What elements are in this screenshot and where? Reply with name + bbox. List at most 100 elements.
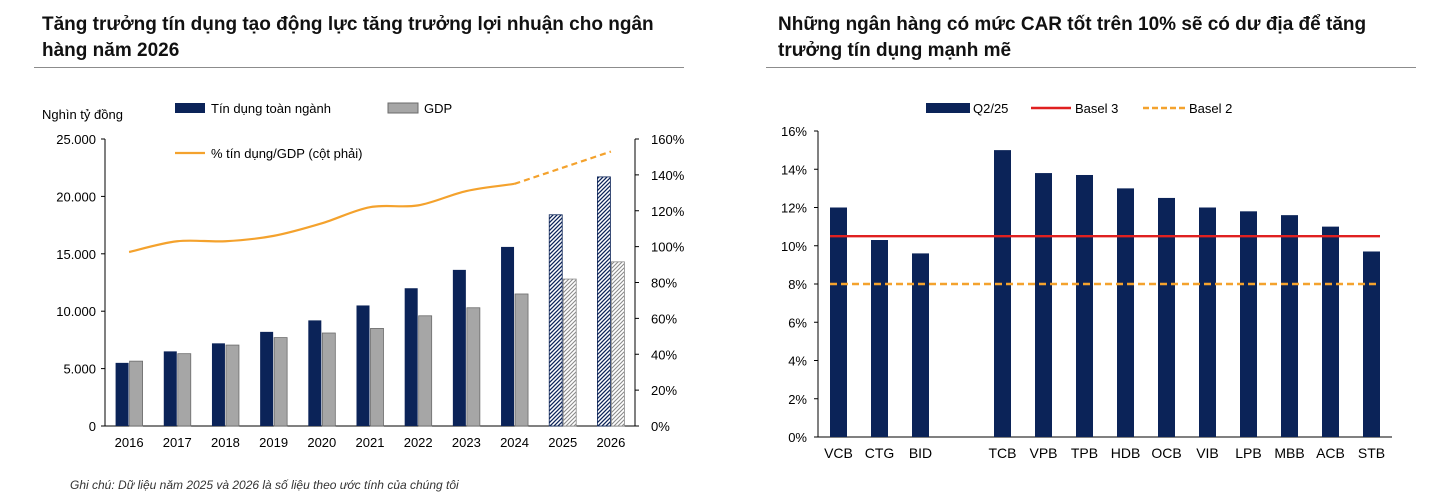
y-tick-label: 10% xyxy=(781,239,807,254)
credit-bar xyxy=(260,331,274,426)
y-tick-label: 5.000 xyxy=(63,362,96,377)
y2-tick-label: 20% xyxy=(651,383,677,398)
car-bar xyxy=(1158,197,1175,437)
x-tick-label: VIB xyxy=(1196,445,1219,461)
gdp-bar xyxy=(177,353,192,427)
legend-gdp-swatch xyxy=(387,102,419,114)
credit-bar xyxy=(308,320,322,426)
credit-bar xyxy=(548,214,563,427)
gdp-bar xyxy=(370,328,384,427)
car-bar xyxy=(1035,173,1052,437)
x-tick-label: HDB xyxy=(1111,445,1141,461)
y-tick-label: 15.000 xyxy=(56,247,96,262)
x-tick-label: 2019 xyxy=(259,435,288,450)
credit-bar xyxy=(163,351,177,426)
x-tick-label: 2021 xyxy=(356,435,385,450)
credit-bar xyxy=(211,343,225,426)
legend-q2-label: Q2/25 xyxy=(973,101,1008,116)
car-bar xyxy=(1076,174,1093,438)
car-bar xyxy=(1117,188,1134,437)
legend-basel2-label: Basel 2 xyxy=(1189,101,1232,116)
y-tick-label: 4% xyxy=(788,354,807,369)
left-title-rule xyxy=(34,67,684,68)
right-title-rule xyxy=(766,67,1416,68)
x-tick-label: BID xyxy=(909,445,932,461)
car-bar xyxy=(830,207,847,437)
y2-tick-label: 80% xyxy=(651,276,677,291)
x-tick-label: MBB xyxy=(1274,445,1304,461)
credit-bar xyxy=(597,176,611,427)
y-tick-label: 0% xyxy=(788,430,807,445)
legend-credit-swatch xyxy=(175,103,205,113)
gdp-bar xyxy=(514,293,529,427)
x-tick-label: 2024 xyxy=(500,435,529,450)
gdp-bar xyxy=(225,344,240,427)
legend-basel3-label: Basel 3 xyxy=(1075,101,1118,116)
legend-credit-label: Tín dụng toàn ngành xyxy=(211,101,331,116)
gdp-bar xyxy=(466,307,481,427)
y2-tick-label: 120% xyxy=(651,204,685,219)
gdp-bar xyxy=(273,337,288,427)
legend-q2-swatch xyxy=(926,103,970,113)
x-tick-label: LPB xyxy=(1235,445,1261,461)
y-tick-label: 0 xyxy=(89,419,96,434)
x-tick-label: VPB xyxy=(1029,445,1057,461)
y2-tick-label: 140% xyxy=(651,168,685,183)
credit-bar xyxy=(356,305,370,426)
x-tick-label: 2017 xyxy=(163,435,192,450)
car-bar xyxy=(871,240,888,437)
x-tick-label: 2020 xyxy=(307,435,336,450)
y-tick-label: 8% xyxy=(788,277,807,292)
ratio-line-estimate xyxy=(514,150,612,185)
car-bar xyxy=(1363,251,1380,437)
credit-bar xyxy=(452,269,466,426)
y2-tick-label: 100% xyxy=(651,240,685,255)
gdp-bar xyxy=(611,261,625,427)
car-bar xyxy=(1240,211,1257,437)
gdp-bar xyxy=(129,360,143,427)
left-chart-title: Tăng trưởng tín dụng tạo động lực tăng t… xyxy=(42,14,654,61)
y-tick-label: 2% xyxy=(788,392,807,407)
gdp-bar xyxy=(562,278,577,427)
x-tick-label: 2018 xyxy=(211,435,240,450)
y-tick-label: 6% xyxy=(788,315,807,330)
x-tick-label: 2023 xyxy=(452,435,481,450)
x-tick-label: 2022 xyxy=(404,435,433,450)
y2-tick-label: 60% xyxy=(651,311,677,326)
car-bar xyxy=(994,150,1011,437)
y-tick-label: 10.000 xyxy=(56,304,96,319)
x-tick-label: TCB xyxy=(989,445,1017,461)
credit-bar xyxy=(404,288,418,426)
x-tick-label: ACB xyxy=(1316,445,1345,461)
x-tick-label: 2016 xyxy=(115,435,144,450)
y-tick-label: 20.000 xyxy=(56,189,96,204)
credit-bar xyxy=(501,246,515,426)
y2-tick-label: 40% xyxy=(651,347,677,362)
y-tick-label: 12% xyxy=(781,201,807,216)
car-bar xyxy=(1322,226,1339,437)
x-tick-label: TPB xyxy=(1071,445,1098,461)
legend-ratio-label: % tín dụng/GDP (cột phải) xyxy=(211,146,363,161)
x-tick-label: STB xyxy=(1358,445,1385,461)
legend-gdp-label: GDP xyxy=(424,101,452,116)
gdp-bar xyxy=(418,315,433,427)
x-tick-label: 2026 xyxy=(596,435,625,450)
footnote: Ghi chú: Dữ liệu năm 2025 và 2026 là số … xyxy=(70,478,459,492)
car-bar xyxy=(1199,207,1216,437)
y2-tick-label: 0% xyxy=(651,419,670,434)
y-tick-label: 25.000 xyxy=(56,132,96,147)
x-tick-label: OCB xyxy=(1151,445,1181,461)
car-bar xyxy=(912,253,929,437)
y-tick-label: 14% xyxy=(781,162,807,177)
credit-bar xyxy=(115,362,129,426)
car-bar xyxy=(1281,215,1298,437)
y-tick-label: 16% xyxy=(781,124,807,139)
ratio-line-actual xyxy=(128,182,515,254)
x-tick-label: CTG xyxy=(865,445,895,461)
y2-tick-label: 160% xyxy=(651,132,685,147)
right-chart-title: Những ngân hàng có mức CAR tốt trên 10% … xyxy=(778,14,1367,61)
y-axis-label: Nghìn tỷ đồng xyxy=(42,107,123,122)
gdp-bar xyxy=(321,332,336,427)
